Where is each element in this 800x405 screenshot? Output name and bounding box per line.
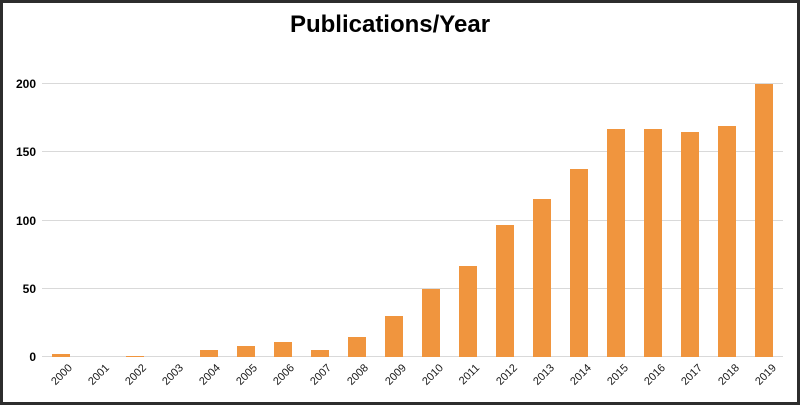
bar-2010	[422, 289, 441, 357]
gridline-200	[42, 83, 783, 84]
bar-2002	[125, 356, 144, 357]
bar-2012	[496, 225, 515, 357]
plot-area	[42, 83, 783, 357]
bar-2008	[347, 337, 366, 357]
bar-2018	[718, 126, 737, 357]
x-tick-label-2007: 2007	[308, 362, 335, 388]
y-tick-label-50: 50	[22, 281, 36, 296]
y-tick-label-0: 0	[29, 350, 36, 364]
bar-2019	[755, 84, 774, 357]
gridline-0	[42, 356, 783, 357]
x-tick-label-2013: 2013	[530, 362, 557, 388]
gridline-150	[42, 151, 783, 153]
x-tick-label-2005: 2005	[234, 362, 261, 388]
x-tick-label-2019: 2019	[753, 362, 779, 388]
x-tick-label-2009: 2009	[382, 362, 409, 388]
bar-2013	[533, 199, 552, 357]
x-tick-label-2015: 2015	[604, 362, 631, 388]
bar-2011	[459, 266, 478, 357]
bar-2014	[570, 169, 589, 357]
x-tick-label-2010: 2010	[419, 362, 446, 388]
x-tick-label-2016: 2016	[642, 362, 668, 388]
gridline-50	[42, 287, 783, 289]
bar-2009	[384, 316, 403, 357]
x-tick-label-2011: 2011	[457, 362, 483, 388]
bar-2006	[273, 342, 292, 357]
x-tick-label-2014: 2014	[567, 362, 594, 388]
chart-title: Publications/Year	[289, 11, 491, 38]
bar-2015	[607, 129, 626, 357]
x-tick-label-2017: 2017	[679, 362, 705, 388]
bar-2004	[199, 350, 218, 357]
x-tick-label-2006: 2006	[271, 362, 298, 388]
x-tick-label-2008: 2008	[345, 362, 372, 388]
bar-2017	[681, 132, 700, 357]
gridline-100	[42, 219, 783, 221]
x-tick-label-2004: 2004	[197, 362, 224, 388]
y-tick-label-150: 150	[15, 145, 36, 160]
bar-2005	[236, 346, 255, 357]
y-tick-label-200: 200	[15, 77, 36, 91]
x-tick-label-2003: 2003	[160, 362, 187, 388]
bar-2016	[644, 129, 663, 357]
y-tick-label-100: 100	[15, 213, 36, 228]
x-tick-label-2001: 2001	[86, 362, 113, 388]
bar-2007	[310, 350, 329, 357]
x-tick-label-2018: 2018	[716, 362, 742, 388]
x-tick-label-2002: 2002	[123, 362, 150, 388]
x-tick-label-2000: 2000	[49, 362, 76, 388]
x-tick-label-2012: 2012	[493, 362, 520, 388]
bar-2000	[51, 354, 70, 357]
